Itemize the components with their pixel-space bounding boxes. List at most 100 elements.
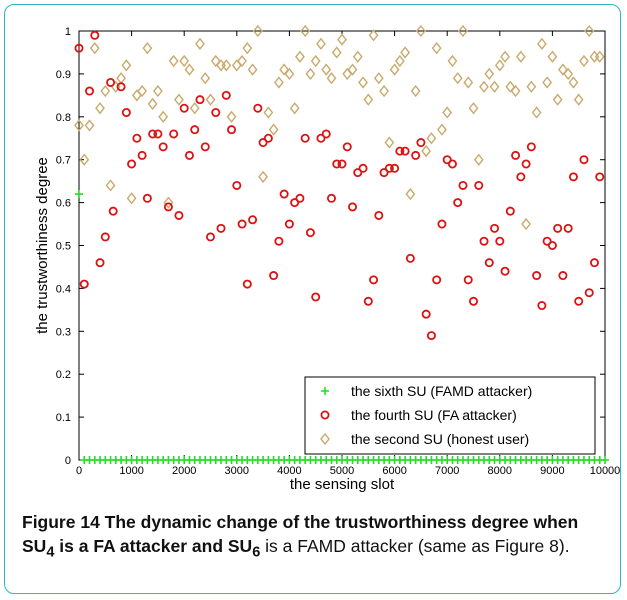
caption-text: The dynamic change of the trustworthines… xyxy=(22,512,579,561)
x-tick-label: 1000 xyxy=(119,465,143,477)
data-point xyxy=(532,271,542,281)
data-point xyxy=(305,67,316,81)
data-point xyxy=(195,37,205,50)
data-point xyxy=(426,331,436,341)
data-point xyxy=(211,108,221,118)
legend-marker xyxy=(321,387,329,395)
legend-box xyxy=(304,376,596,455)
data-point xyxy=(563,67,574,81)
data-point xyxy=(442,106,453,119)
data-point xyxy=(437,123,447,136)
x-tick-label: 5000 xyxy=(330,465,354,477)
y-tick-label: 0.9 xyxy=(56,69,71,81)
data-point xyxy=(463,76,474,89)
data-point xyxy=(400,46,411,59)
data-point xyxy=(121,59,132,72)
data-point xyxy=(153,129,163,139)
data-point xyxy=(468,296,478,306)
data-point xyxy=(326,72,337,85)
data-point xyxy=(137,84,148,98)
data-point xyxy=(495,236,505,246)
data-point xyxy=(295,50,305,63)
data-point xyxy=(158,142,168,152)
data-point xyxy=(468,102,479,115)
data-point xyxy=(363,296,373,306)
data-point xyxy=(589,258,599,268)
data-point xyxy=(394,54,405,68)
data-point xyxy=(269,271,279,281)
data-point xyxy=(458,24,468,38)
y-tick-label: 0.8 xyxy=(56,112,71,124)
data-point xyxy=(116,82,126,92)
data-point xyxy=(85,86,95,96)
data-point xyxy=(300,24,311,38)
data-point xyxy=(416,138,426,148)
legend-marker xyxy=(320,410,330,420)
data-point xyxy=(316,37,326,50)
x-tick-label: 3000 xyxy=(225,465,249,477)
data-point xyxy=(273,76,284,89)
data-point xyxy=(526,142,536,152)
data-point xyxy=(452,72,463,85)
chart: 0 1000 2000 3000 4000 5000 6000 7000 8000 9000 100… xyxy=(34,24,621,493)
data-point xyxy=(174,93,184,106)
data-point xyxy=(106,77,116,87)
data-point xyxy=(547,50,558,63)
data-point xyxy=(258,170,268,183)
data-point xyxy=(510,84,521,98)
data-point xyxy=(179,54,190,68)
x-tick-label: 8000 xyxy=(488,465,512,477)
data-point xyxy=(132,133,142,143)
data-point xyxy=(137,150,147,160)
x-tick-label: 10000 xyxy=(590,465,621,477)
data-point xyxy=(515,50,526,63)
data-point xyxy=(205,93,216,106)
data-point xyxy=(221,90,231,100)
data-point xyxy=(237,54,247,68)
data-point xyxy=(142,193,152,203)
data-point xyxy=(542,76,553,89)
data-point xyxy=(284,219,294,229)
data-point xyxy=(542,236,552,246)
data-point xyxy=(405,187,416,201)
legend-entry: the second SU (honest user) xyxy=(351,431,529,447)
data-point xyxy=(390,163,400,173)
data-point xyxy=(84,119,95,132)
data-point xyxy=(553,223,563,233)
data-point xyxy=(210,54,221,68)
data-point xyxy=(505,206,515,216)
data-point xyxy=(568,172,578,182)
data-point xyxy=(321,129,331,139)
caption-text-1: The dynamic change of the trustworthines… xyxy=(22,512,579,556)
data-point xyxy=(279,63,290,76)
legend-marker xyxy=(320,432,330,446)
data-point xyxy=(358,76,368,89)
data-point xyxy=(447,54,458,68)
data-point xyxy=(252,24,263,38)
data-point xyxy=(405,253,415,263)
data-point xyxy=(347,63,358,76)
data-point xyxy=(374,210,384,220)
y-tick-label: 0.2 xyxy=(56,369,71,381)
data-point xyxy=(121,108,131,118)
data-point xyxy=(174,210,184,220)
data-point xyxy=(242,42,253,55)
data-point xyxy=(168,54,179,68)
data-point xyxy=(416,24,426,38)
data-point xyxy=(227,125,237,135)
data-point xyxy=(200,72,211,85)
y-tick-label: 0.6 xyxy=(56,198,71,210)
legend-entry: the sixth SU (FAMD attacker) xyxy=(351,383,532,399)
data-point xyxy=(263,133,273,143)
data-point xyxy=(148,129,158,139)
data-point xyxy=(284,67,295,81)
data-point xyxy=(421,144,432,158)
caption-sub-2: 6 xyxy=(252,544,261,561)
data-point xyxy=(426,132,437,145)
data-point xyxy=(431,42,442,55)
data-point xyxy=(221,59,232,72)
data-point xyxy=(169,129,179,139)
data-point xyxy=(500,266,510,276)
data-point xyxy=(547,240,557,250)
x-axis-label: the sensing slot xyxy=(290,476,395,493)
